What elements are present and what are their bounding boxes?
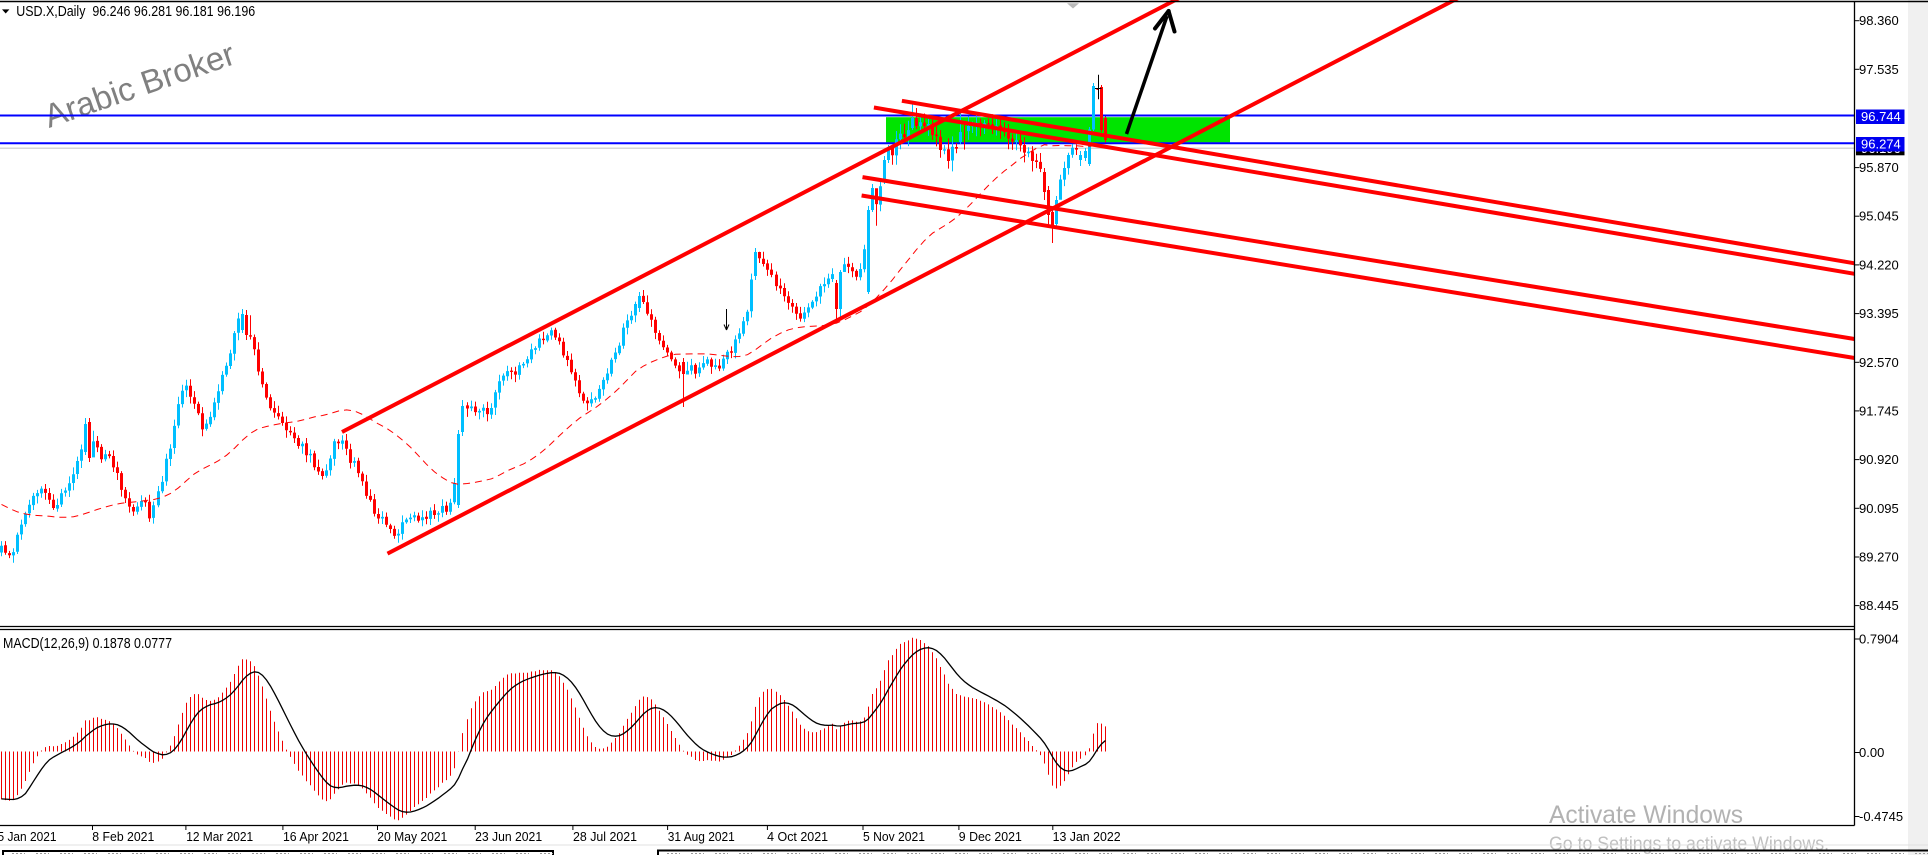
svg-text:USD.X,Daily 96.246 96.281 96.: USD.X,Daily 96.246 96.281 96.181 96.196 [16, 4, 255, 20]
svg-text:0.00: 0.00 [1859, 745, 1884, 760]
svg-text:5 Nov 2021: 5 Nov 2021 [863, 829, 925, 844]
svg-text:13 Jan 2022: 13 Jan 2022 [1053, 829, 1121, 844]
svg-text:20 May 2021: 20 May 2021 [377, 829, 447, 844]
svg-text:5 Jan 2021: 5 Jan 2021 [0, 829, 57, 844]
svg-text:-0.4745: -0.4745 [1859, 809, 1903, 824]
svg-text:28 Jul 2021: 28 Jul 2021 [573, 829, 637, 844]
svg-text:88.445: 88.445 [1859, 598, 1899, 613]
svg-text:16 Apr 2021: 16 Apr 2021 [283, 829, 349, 844]
svg-text:93.395: 93.395 [1859, 306, 1899, 321]
svg-text:95.045: 95.045 [1859, 209, 1899, 224]
svg-text:91.745: 91.745 [1859, 403, 1899, 418]
svg-text:90.095: 90.095 [1859, 501, 1899, 516]
svg-text:97.535: 97.535 [1859, 62, 1899, 77]
svg-text:MACD(12,26,9) 0.1878 0.0777: MACD(12,26,9) 0.1878 0.0777 [3, 636, 172, 652]
svg-text:31 Aug 2021: 31 Aug 2021 [668, 829, 735, 844]
svg-text:92.570: 92.570 [1859, 355, 1899, 370]
svg-text:89.270: 89.270 [1859, 550, 1899, 565]
svg-text:98.360: 98.360 [1859, 13, 1899, 28]
svg-text:0.7904: 0.7904 [1859, 632, 1899, 647]
svg-text:12 Mar 2021: 12 Mar 2021 [186, 829, 253, 844]
svg-text:23 Jun 2021: 23 Jun 2021 [475, 829, 542, 844]
svg-text:9 Dec 2021: 9 Dec 2021 [959, 829, 1022, 844]
svg-text:95.870: 95.870 [1859, 160, 1899, 175]
svg-text:96.744: 96.744 [1861, 109, 1901, 124]
svg-text:90.920: 90.920 [1859, 452, 1899, 467]
svg-text:4 Oct 2021: 4 Oct 2021 [767, 829, 828, 844]
svg-text:Activate Windows: Activate Windows [1549, 801, 1743, 829]
svg-text:94.220: 94.220 [1859, 257, 1899, 272]
svg-text:8 Feb 2021: 8 Feb 2021 [92, 829, 154, 844]
svg-text:96.274: 96.274 [1861, 137, 1901, 152]
